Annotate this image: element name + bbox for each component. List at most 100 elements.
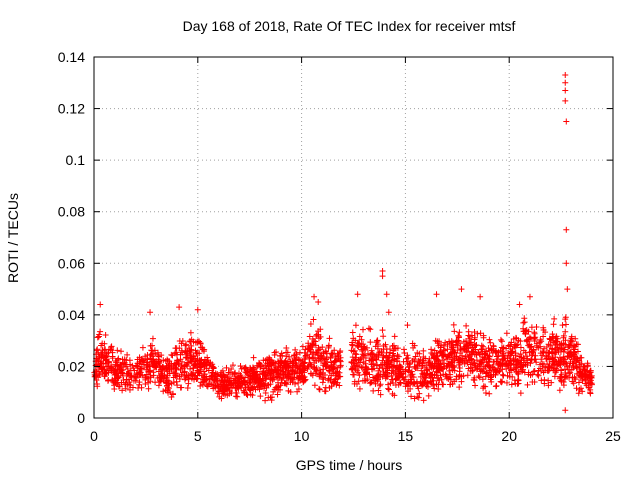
data-point — [290, 366, 297, 373]
data-point — [373, 356, 380, 363]
data-point — [448, 350, 455, 357]
data-point — [449, 381, 456, 388]
data-point — [250, 354, 257, 361]
data-point — [497, 336, 504, 343]
data-point — [356, 333, 363, 340]
data-point — [203, 373, 210, 380]
data-point — [435, 367, 442, 374]
data-point — [561, 361, 568, 368]
data-point — [279, 352, 286, 359]
data-point — [569, 374, 576, 381]
data-point — [414, 362, 421, 369]
data-point — [539, 348, 546, 355]
data-point — [468, 356, 475, 363]
data-point — [247, 375, 254, 382]
data-point — [266, 354, 273, 361]
data-point — [379, 364, 386, 371]
x-tick-label: 25 — [605, 428, 621, 444]
data-point — [108, 365, 115, 372]
data-point — [316, 346, 323, 353]
data-point — [113, 377, 120, 384]
data-point — [462, 353, 469, 360]
data-point — [196, 370, 203, 377]
data-point — [101, 340, 108, 347]
data-point — [429, 375, 436, 382]
data-point — [555, 348, 562, 355]
data-point — [380, 368, 387, 375]
y-tick-label: 0.04 — [58, 307, 85, 323]
y-axis-tick-labels: 0 0.02 0.04 0.06 0.08 0.1 0.12 0.14 — [58, 49, 85, 426]
data-point — [451, 355, 458, 362]
data-point — [389, 342, 396, 349]
data-point — [93, 347, 100, 354]
data-point — [375, 367, 382, 374]
data-point — [524, 381, 531, 388]
data-point — [318, 352, 325, 359]
data-point — [154, 374, 161, 381]
data-point — [380, 333, 387, 340]
data-point — [375, 341, 382, 348]
data-point — [362, 360, 369, 367]
data-point — [561, 346, 568, 353]
data-point — [555, 361, 562, 368]
data-point — [476, 374, 483, 381]
data-point — [326, 384, 333, 391]
data-point — [137, 365, 144, 372]
data-point — [451, 363, 458, 370]
data-point — [441, 360, 448, 367]
data-point — [481, 350, 488, 357]
data-point — [251, 383, 258, 390]
data-point — [313, 358, 320, 365]
data-point — [480, 383, 487, 390]
data-point — [440, 346, 447, 353]
data-point — [319, 379, 326, 386]
data-point — [131, 367, 138, 374]
data-point — [358, 346, 365, 353]
data-point — [369, 374, 376, 381]
data-point — [425, 392, 432, 399]
data-point — [493, 382, 500, 389]
data-point — [270, 372, 277, 379]
data-point — [533, 342, 540, 349]
data-point — [383, 346, 390, 353]
data-point — [473, 357, 480, 364]
data-point — [242, 365, 249, 372]
data-point — [187, 365, 194, 372]
data-point — [310, 316, 317, 323]
data-point — [170, 379, 177, 386]
data-point — [288, 367, 295, 374]
data-point — [327, 376, 334, 383]
data-point — [482, 389, 489, 396]
data-point — [286, 353, 293, 360]
data-point — [174, 382, 181, 389]
data-point — [503, 379, 510, 386]
data-point — [229, 362, 236, 369]
data-point — [526, 334, 533, 341]
data-point — [182, 342, 189, 349]
data-point — [232, 379, 239, 386]
data-point — [194, 375, 201, 382]
data-point — [351, 371, 358, 378]
data-point — [580, 365, 587, 372]
data-point — [311, 382, 318, 389]
data-point — [486, 390, 493, 397]
data-point — [394, 375, 401, 382]
axis-ticks — [93, 56, 614, 419]
y-tick-label: 0.12 — [58, 101, 85, 117]
data-point — [254, 384, 261, 391]
data-point — [219, 386, 226, 393]
data-point — [307, 348, 314, 355]
data-point — [99, 347, 106, 354]
data-point — [411, 395, 418, 402]
data-point — [127, 361, 134, 368]
data-point — [508, 381, 515, 388]
data-point — [408, 393, 415, 400]
data-point — [282, 380, 289, 387]
data-point — [470, 376, 477, 383]
data-point — [373, 373, 380, 380]
data-point — [275, 384, 282, 391]
data-point — [246, 379, 253, 386]
data-point — [498, 379, 505, 386]
data-point — [368, 379, 375, 386]
data-point — [521, 328, 528, 335]
